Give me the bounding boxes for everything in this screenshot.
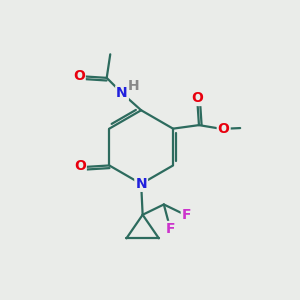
Text: F: F <box>166 222 175 236</box>
Text: O: O <box>191 91 203 105</box>
Text: O: O <box>218 122 230 136</box>
Text: O: O <box>73 69 85 83</box>
Text: O: O <box>74 159 86 173</box>
Text: N: N <box>135 177 147 191</box>
Text: F: F <box>182 208 191 222</box>
Text: H: H <box>128 79 139 93</box>
Text: N: N <box>116 86 128 100</box>
